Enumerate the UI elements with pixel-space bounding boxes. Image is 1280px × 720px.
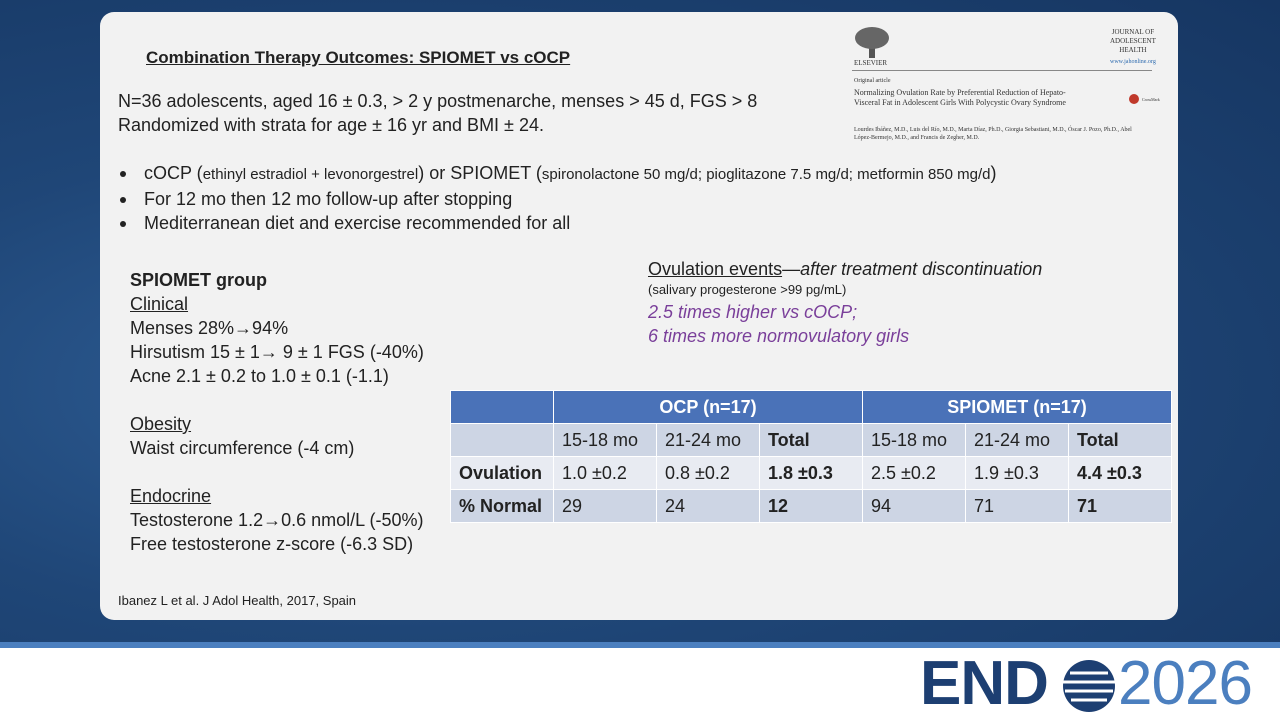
journal-line: ADOLESCENT (1110, 37, 1156, 45)
journal-line: JOURNAL OF (1111, 28, 1155, 36)
group-heading: SPIOMET group (130, 270, 267, 290)
bullet-part: cOCP ( (144, 163, 203, 183)
bullet-dot (120, 171, 126, 177)
badge-icon (1129, 94, 1139, 104)
logo-year: 2026 (1118, 649, 1253, 718)
bullets: cOCP (ethinyl estradiol + levonorgestrel… (118, 161, 997, 235)
group-sections: Clinical Menses 28%→94% Hirsutism 15 ± 1→ … (130, 292, 424, 556)
bullet-part: ) (990, 163, 997, 183)
bullet-dot (120, 221, 126, 227)
section-item: Testosterone 1.2→0.6 nmol/L (-50%) (130, 510, 424, 530)
cell: 71 (965, 489, 1069, 523)
subheader: 21-24 mo (656, 423, 760, 457)
url: www.jahonline.org (1110, 59, 1156, 65)
bullet: cOCP (ethinyl estradiol + levonorgestrel… (118, 161, 997, 187)
cell: 12 (759, 489, 863, 523)
cell: 1.8 ±0.3 (759, 456, 863, 490)
cell: 1.0 ±0.2 (553, 456, 657, 490)
article-title: Normalizing Ovulation Rate by Preferenti… (854, 88, 1066, 107)
heading: Ovulation events (648, 259, 783, 279)
title: Combination Therapy Outcomes: SPIOMET vs… (146, 48, 571, 67)
section-title: Endocrine (130, 486, 212, 506)
journal: JOURNAL OF ADOLESCENT HEALTH (1110, 28, 1156, 55)
bullet-part: Mediterranean diet and exercise recommen… (144, 213, 571, 233)
cell: 94 (862, 489, 966, 523)
badge: CrossMark (1142, 97, 1160, 102)
findings: 2.5 times higher vs cOCP; 6 times more no… (648, 300, 909, 348)
intro-line: N=36 adolescents, aged 16 ± 0.3, > 2 y p… (118, 91, 758, 111)
cell: 29 (553, 489, 657, 523)
section-item: Hirsutism 15 ± 1→ 9 ± 1 FGS (-40%) (130, 342, 424, 362)
rule (852, 70, 1152, 71)
bullet: For 12 mo then 12 mo follow-up after sto… (118, 187, 997, 211)
qualifier: after treatment discontinuation (800, 259, 1043, 279)
publisher: ELSEVIER (854, 59, 888, 67)
data-row: Ovulation 1.0 ±0.2 0.8 ±0.2 1.8 ±0.3 2.5 ±0.… (450, 456, 1172, 490)
bullet: Mediterranean diet and exercise recommen… (118, 211, 997, 235)
journal-line: HEALTH (1119, 46, 1147, 54)
section-item: Waist circumference (-4 cm) (130, 438, 355, 458)
group-header: SPIOMET (n=17) (862, 390, 1172, 424)
subheader: Total (759, 423, 863, 457)
section-item: Menses 28%→94% (130, 318, 289, 338)
stripe (0, 642, 1280, 648)
authors: Lourdes Ibáñez, M.D., Luis del Río, M.D.… (854, 127, 1132, 141)
bullet-part: ethinyl estradiol + levonorgestrel (202, 166, 419, 183)
cell: 0.8 ±0.2 (656, 456, 760, 490)
data-row: % Normal 29 24 12 94 71 71 (450, 489, 1172, 523)
subheader: 15-18 mo (862, 423, 966, 457)
subheader-row: 15-18 mo 21-24 mo Total 15-18 mo 21-24 mo Tot… (450, 423, 1172, 457)
finding: 6 times more normovulatory girls (648, 326, 910, 346)
subheader: 21-24 mo (965, 423, 1069, 457)
cell: 1.9 ±0.3 (965, 456, 1069, 490)
section-item: Free testosterone z-score (-6.3 SD) (130, 534, 414, 554)
group-row: OCP (n=17) SPIOMET (n=17) (450, 390, 1172, 424)
corner (450, 423, 554, 457)
bullet-part: For 12 mo then 12 mo follow-up after sto… (144, 189, 513, 209)
bullet-dot (120, 197, 126, 203)
row-label: % Normal (450, 489, 554, 523)
bullet-part: spironolactone 50 mg/d; pioglitazone 7.5… (541, 166, 991, 183)
citation: Ibanez L et al. J Adol Health, 2017, Spa… (118, 593, 357, 608)
subheader: 15-18 mo (553, 423, 657, 457)
intro-line: Randomized with strata for age ± 16 yr a… (118, 115, 544, 135)
logo-brand: END (920, 649, 1049, 718)
table: OCP (n=17) SPIOMET (n=17) 15-18 mo 21-24 mo… (450, 390, 1172, 523)
note: (salivary progesterone >99 pg/mL) (648, 282, 847, 297)
publisher-tree (855, 27, 889, 58)
section-title: Clinical (130, 294, 189, 314)
group-header: OCP (n=17) (553, 390, 863, 424)
finding: 2.5 times higher vs cOCP; (648, 302, 858, 322)
section-title: Obesity (130, 414, 192, 434)
bullet-part: ) or SPIOMET ( (418, 163, 542, 183)
logo-globe (1063, 660, 1115, 712)
cell: 71 (1068, 489, 1172, 523)
article-thumb: ELSEVIER JOURNAL OF ADOLESCENT HEALTH www.… (852, 22, 1160, 147)
kind: Original article (854, 78, 891, 84)
cell: 2.5 ±0.2 (862, 456, 966, 490)
intro: N=36 adolescents, aged 16 ± 0.3, > 2 y p… (118, 89, 757, 137)
cell: 24 (656, 489, 760, 523)
dash: — (782, 259, 801, 279)
subheader: Total (1068, 423, 1172, 457)
corner (450, 390, 554, 424)
row-label: Ovulation (450, 456, 554, 490)
cell: 4.4 ±0.3 (1068, 456, 1172, 490)
section-item: Acne 2.1 ± 0.2 to 1.0 ± 0.1 (-1.1) (130, 366, 389, 386)
ovulation-heading: Ovulation events—after treatment discont… (648, 257, 1042, 281)
